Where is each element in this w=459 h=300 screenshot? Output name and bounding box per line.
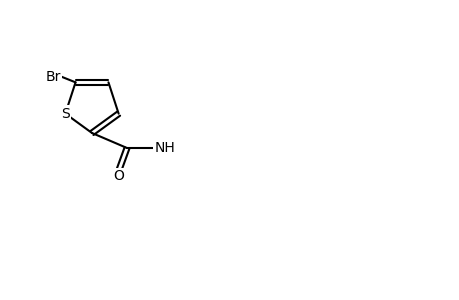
Text: Br: Br — [45, 70, 61, 84]
Text: S: S — [61, 107, 70, 121]
Text: O: O — [113, 169, 124, 183]
Text: NH: NH — [154, 141, 175, 155]
